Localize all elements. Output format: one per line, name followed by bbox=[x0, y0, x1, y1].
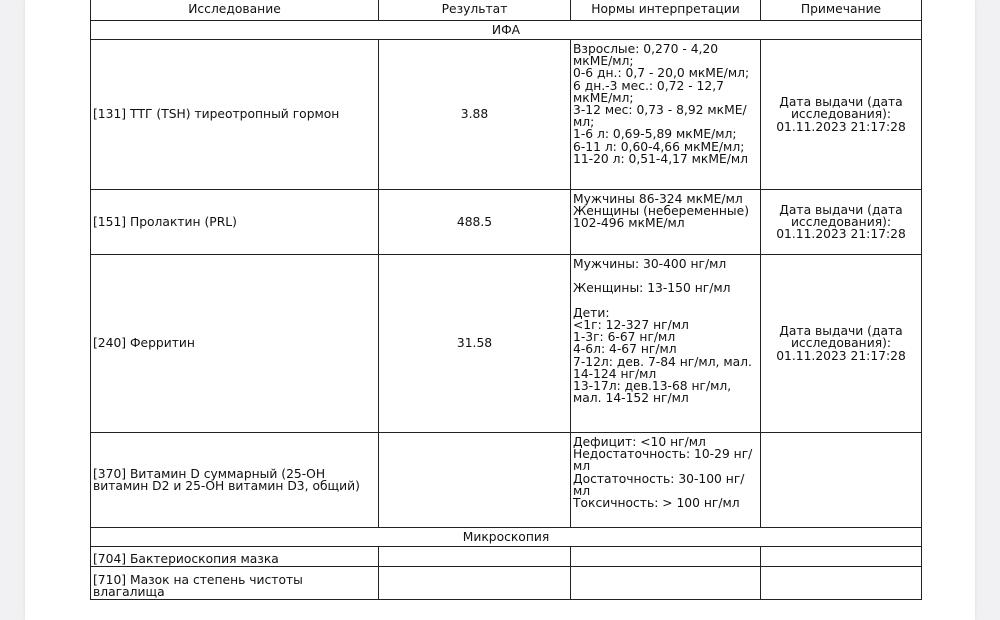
section-row: Микроскопия bbox=[90, 527, 922, 547]
result-value: 31.58 bbox=[378, 254, 571, 433]
norms: Взрослые: 0,270 - 4,20 мкМЕ/мл; 0-6 дн.:… bbox=[570, 39, 761, 190]
note bbox=[760, 432, 922, 528]
norms bbox=[570, 566, 761, 600]
header-note: Примечание bbox=[760, 0, 922, 21]
norms: Мужчины 86-324 мкМЕ/мл Женщины (небереме… bbox=[570, 189, 761, 255]
table-header: Исследование Результат Нормы интерпретац… bbox=[90, 0, 922, 21]
norms: Мужчины: 30-400 нг/мл Женщины: 13-150 нг… bbox=[570, 254, 761, 433]
test-name: [131] ТТГ (TSH) тиреотропный гормон bbox=[90, 39, 379, 190]
result-value bbox=[378, 546, 571, 567]
header-test: Исследование bbox=[90, 0, 379, 21]
result-value: 3.88 bbox=[378, 39, 571, 190]
test-name: [240] Ферритин bbox=[90, 254, 379, 433]
result-value bbox=[378, 566, 571, 600]
table-row: [370] Витамин D суммарный (25-OH витамин… bbox=[90, 432, 922, 528]
test-name: [704] Бактериоскопия мазка bbox=[90, 546, 379, 567]
section-title: Микроскопия bbox=[90, 527, 922, 547]
table-row: [240] Ферритин 31.58 Мужчины: 30-400 нг/… bbox=[90, 254, 922, 433]
note bbox=[760, 546, 922, 567]
table-row: [151] Пролактин (PRL) 488.5 Мужчины 86-3… bbox=[90, 189, 922, 255]
note: Дата выдачи (дата исследования): 01.11.2… bbox=[760, 189, 922, 255]
header-result: Результат bbox=[378, 0, 571, 21]
table-row: [131] ТТГ (TSH) тиреотропный гормон 3.88… bbox=[90, 39, 922, 190]
table-row: [710] Мазок на степень чистоты влагалища bbox=[90, 566, 922, 600]
result-value bbox=[378, 432, 571, 528]
test-name: [710] Мазок на степень чистоты влагалища bbox=[90, 566, 379, 600]
results-table: Исследование Результат Нормы интерпретац… bbox=[90, 0, 922, 600]
table-row: [704] Бактериоскопия мазка bbox=[90, 546, 922, 567]
note: Дата выдачи (дата исследования): 01.11.2… bbox=[760, 39, 922, 190]
test-name: [370] Витамин D суммарный (25-OH витамин… bbox=[90, 432, 379, 528]
note: Дата выдачи (дата исследования): 01.11.2… bbox=[760, 254, 922, 433]
result-value: 488.5 bbox=[378, 189, 571, 255]
header-norms: Нормы интерпретации bbox=[570, 0, 761, 21]
note bbox=[760, 566, 922, 600]
section-row: ИФА bbox=[90, 20, 922, 40]
test-name: [151] Пролактин (PRL) bbox=[90, 189, 379, 255]
norms: Дефицит: <10 нг/мл Недостаточность: 10-2… bbox=[570, 432, 761, 528]
section-title: ИФА bbox=[90, 20, 922, 40]
norms bbox=[570, 546, 761, 567]
